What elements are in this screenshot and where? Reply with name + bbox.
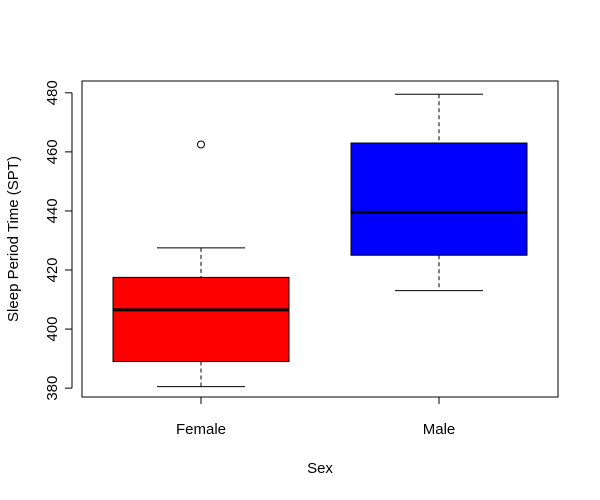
boxes bbox=[112, 93, 528, 388]
y-tick-label: 400 bbox=[44, 317, 61, 342]
x-axis-categories: Female Male bbox=[176, 396, 456, 438]
iqr-box bbox=[350, 142, 528, 256]
iqr-box bbox=[112, 276, 290, 363]
box-male bbox=[350, 93, 528, 292]
x-axis-label: Sex bbox=[307, 460, 333, 477]
y-axis: 380 400 420 440 460 480 bbox=[44, 80, 73, 401]
y-axis-label: Sleep Period Time (SPT) bbox=[5, 156, 22, 322]
x-category-label: Male bbox=[423, 421, 456, 438]
x-category-label: Female bbox=[176, 421, 226, 438]
y-tick-label: 460 bbox=[44, 139, 61, 164]
y-tick-label: 440 bbox=[44, 198, 61, 223]
outlier-point bbox=[197, 140, 205, 149]
y-tick-label: 380 bbox=[44, 376, 61, 401]
box-female bbox=[112, 140, 290, 388]
y-tick-label: 480 bbox=[44, 80, 61, 105]
y-tick-label: 420 bbox=[44, 257, 61, 282]
